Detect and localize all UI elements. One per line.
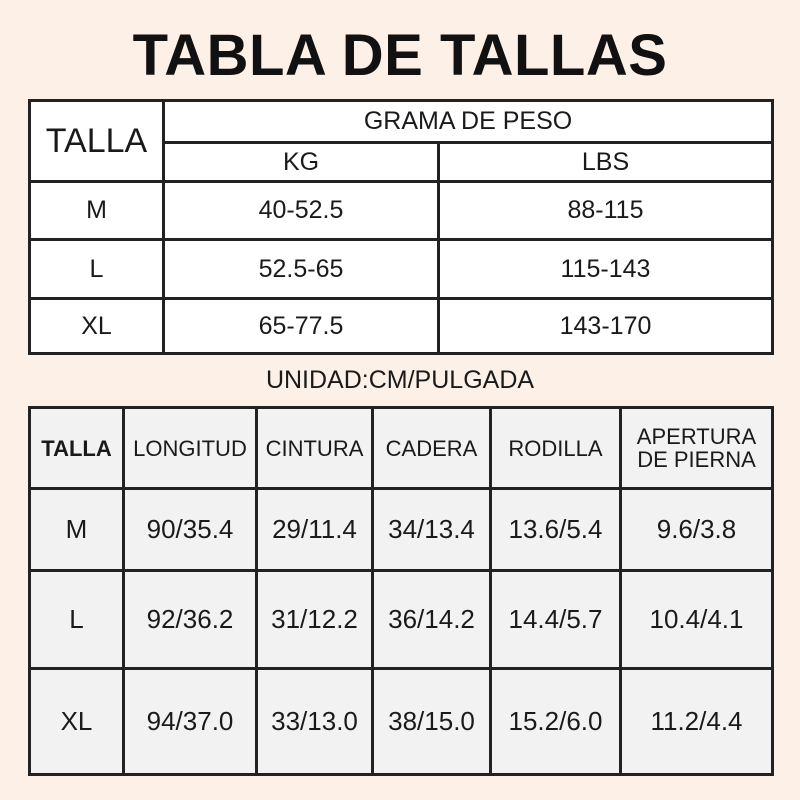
cell: 36/14.2 bbox=[371, 569, 492, 670]
cell: 94/37.0 bbox=[122, 667, 258, 776]
table-row: M 90/35.4 29/11.4 34/13.4 13.6/5.4 9.6/3… bbox=[28, 487, 774, 572]
cell: 33/13.0 bbox=[255, 667, 374, 776]
table-row: M 40-52.5 88-115 bbox=[28, 180, 775, 241]
cell: L bbox=[28, 569, 125, 670]
cell: 9.6/3.8 bbox=[619, 487, 774, 572]
measurement-table: TALLA LONGITUD CINTURA CADERA RODILLA AP… bbox=[28, 406, 774, 776]
kg-cell: 65-77.5 bbox=[162, 297, 440, 355]
weight-size-table: TALLA GRAMA DE PESO KG LBS M 40-52.5 88-… bbox=[28, 99, 775, 355]
cell: 11.2/4.4 bbox=[619, 667, 774, 776]
cell: 31/12.2 bbox=[255, 569, 374, 670]
header-cell: CADERA bbox=[371, 406, 492, 490]
table-row: XL 94/37.0 33/13.0 38/15.0 15.2/6.0 11.2… bbox=[28, 667, 774, 776]
unit-label: UNIDAD:CM/PULGADA bbox=[265, 366, 535, 394]
kg-cell: 40-52.5 bbox=[162, 180, 440, 241]
header-cell: LONGITUD bbox=[122, 406, 258, 490]
size-cell: L bbox=[28, 238, 165, 300]
header-cell: CINTURA bbox=[255, 406, 374, 490]
table-row: L 92/36.2 31/12.2 36/14.2 14.4/5.7 10.4/… bbox=[28, 569, 774, 670]
header-cell: RODILLA bbox=[489, 406, 622, 490]
cell: 15.2/6.0 bbox=[489, 667, 622, 776]
lbs-header: LBS bbox=[436, 141, 775, 183]
weight-group-header: GRAMA DE PESO bbox=[161, 99, 775, 144]
header-row: TALLA LONGITUD CINTURA CADERA RODILLA AP… bbox=[28, 406, 774, 490]
table-row: L 52.5-65 115-143 bbox=[28, 238, 775, 300]
kg-cell: 52.5-65 bbox=[162, 238, 440, 300]
kg-header: KG bbox=[162, 141, 440, 183]
page-title: TABLA DE TALLAS bbox=[132, 23, 668, 88]
size-cell: M bbox=[28, 180, 165, 241]
table-row: XL 65-77.5 143-170 bbox=[28, 297, 775, 355]
talla-header: TALLA bbox=[28, 99, 165, 183]
lbs-cell: 88-115 bbox=[436, 180, 775, 241]
cell: 29/11.4 bbox=[255, 487, 374, 572]
header-cell: TALLA bbox=[28, 406, 125, 490]
cell: 38/15.0 bbox=[371, 667, 492, 776]
lbs-cell: 143-170 bbox=[436, 297, 775, 355]
cell: M bbox=[28, 487, 125, 572]
cell: 13.6/5.4 bbox=[489, 487, 622, 572]
cell: XL bbox=[28, 667, 125, 776]
size-cell: XL bbox=[28, 297, 165, 355]
cell: 10.4/4.1 bbox=[619, 569, 774, 670]
cell: 90/35.4 bbox=[122, 487, 258, 572]
cell: 92/36.2 bbox=[122, 569, 258, 670]
lbs-cell: 115-143 bbox=[436, 238, 775, 300]
cell: 34/13.4 bbox=[371, 487, 492, 572]
header-cell: APERTURA DE PIERNA bbox=[619, 406, 774, 490]
cell: 14.4/5.7 bbox=[489, 569, 622, 670]
